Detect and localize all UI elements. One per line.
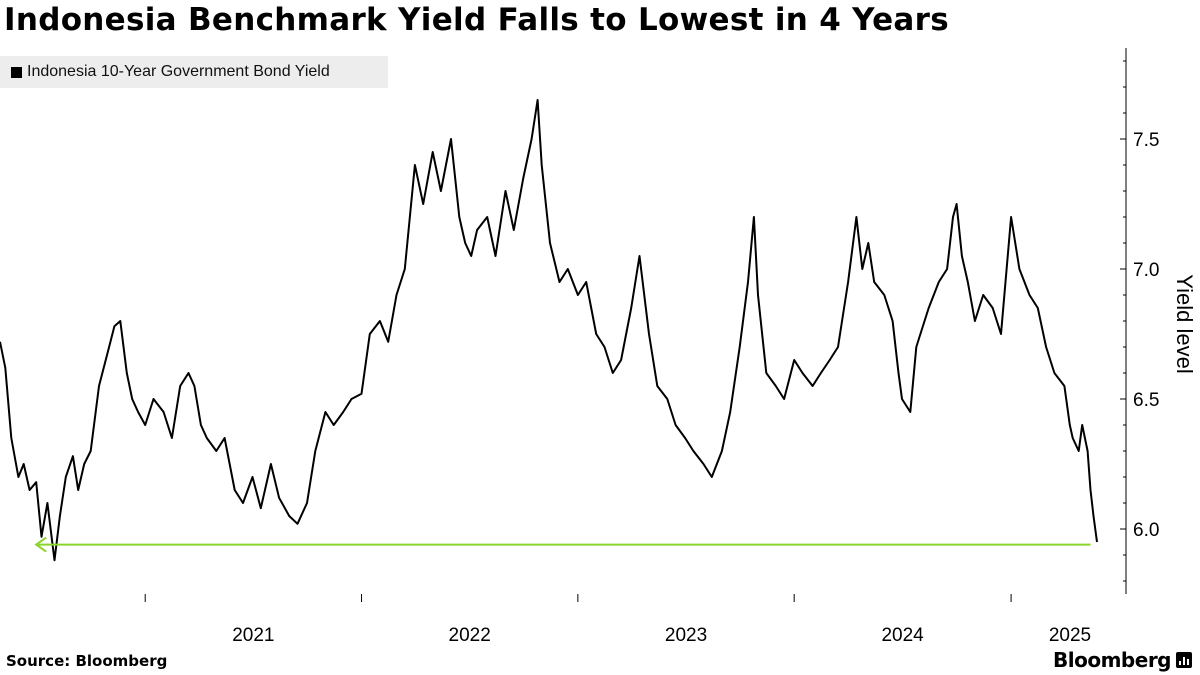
brand-logo: Bloomberg — [1053, 648, 1192, 672]
x-tick-label: 2023 — [665, 625, 707, 646]
x-tick-label: 2024 — [881, 625, 924, 646]
lowest-level-arrowhead — [34, 536, 47, 553]
x-tick-label: 2021 — [232, 625, 274, 646]
annotation-layer — [34, 536, 1091, 553]
x-axis: 2021 2022 2023 2024 2025 — [144, 594, 1091, 646]
y-tick-label: 7.0 — [1133, 260, 1159, 281]
x-tick-label: 2025 — [1049, 625, 1091, 646]
series-layer — [0, 99, 1098, 562]
y-axis: 6.0 6.5 7.0 7.5 — [1120, 48, 1159, 594]
source-note: Source: Bloomberg — [6, 652, 168, 670]
legend-label: Indonesia 10-Year Government Bond Yield — [27, 63, 330, 80]
legend: Indonesia 10-Year Government Bond Yield — [0, 56, 388, 88]
y-tick-label: 7.5 — [1133, 130, 1159, 151]
legend-swatch — [11, 66, 22, 78]
y-axis-label: Yield level — [1172, 274, 1197, 373]
series-line — [0, 99, 1098, 562]
y-tick-label: 6.0 — [1133, 520, 1159, 541]
x-tick-label: 2022 — [449, 625, 491, 646]
bloomberg-terminal-icon — [1176, 652, 1192, 668]
chart-title: Indonesia Benchmark Yield Falls to Lowes… — [4, 2, 949, 38]
brand-name: Bloomberg — [1053, 648, 1171, 672]
y-tick-label: 6.5 — [1133, 390, 1159, 411]
